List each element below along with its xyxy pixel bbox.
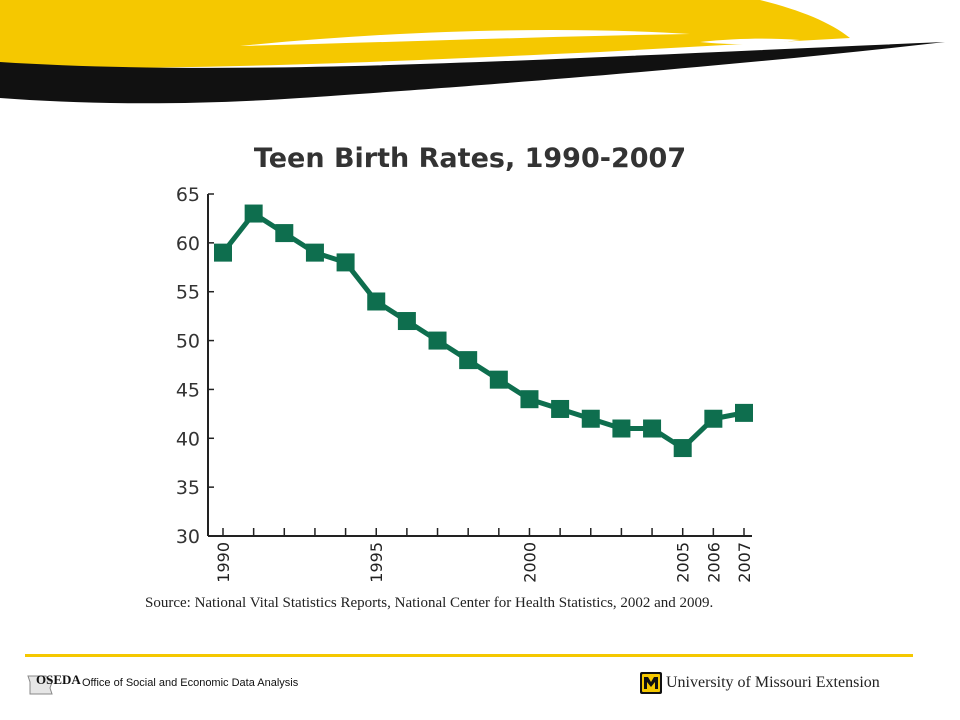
footer-divider — [25, 654, 913, 657]
y-tick-label: 30 — [176, 526, 200, 548]
data-point — [275, 224, 294, 243]
y-axis-ticks: 30 35 40 45 50 55 60 65 — [176, 184, 214, 548]
data-point — [214, 243, 232, 262]
data-point — [581, 409, 600, 428]
data-point — [459, 351, 478, 370]
banner-white-streak-2 — [700, 38, 800, 45]
missouri-outline-icon — [27, 675, 53, 695]
x-tick-label: 2006 — [704, 542, 723, 583]
x-tick-label: 1990 — [214, 542, 233, 583]
x-tick-label: 2005 — [674, 542, 693, 583]
data-point — [305, 243, 324, 262]
oseda-name: Office of Social and Economic Data Analy… — [82, 677, 299, 689]
data-point — [704, 409, 723, 428]
data-point — [367, 292, 386, 311]
umext-name: University of Missouri Extension — [666, 674, 880, 691]
data-point — [643, 419, 662, 438]
y-tick-label: 40 — [176, 428, 200, 450]
data-point — [428, 331, 447, 350]
data-point — [735, 403, 753, 422]
mu-shield-icon — [640, 672, 662, 694]
x-tick-label: 1995 — [367, 542, 386, 583]
x-tick-label: 2007 — [735, 542, 754, 583]
axes — [207, 194, 752, 537]
data-point — [336, 253, 355, 272]
umext-logo-block: University of Missouri Extension — [640, 672, 920, 698]
chart-title: Teen Birth Rates, 1990-2007 — [253, 143, 687, 174]
y-tick-label: 35 — [176, 477, 200, 499]
header-banner — [0, 0, 945, 104]
y-tick-label: 50 — [176, 331, 200, 353]
banner-white-streak — [240, 30, 690, 46]
y-tick-label: 60 — [176, 233, 200, 255]
banner-black-swoosh — [0, 42, 945, 104]
series-teen-birth-rate — [214, 204, 753, 458]
y-tick-label: 45 — [176, 379, 200, 401]
series-line — [221, 211, 745, 451]
data-point — [520, 390, 539, 409]
data-point — [612, 419, 631, 438]
y-tick-label: 55 — [176, 282, 200, 304]
data-point — [489, 370, 508, 389]
oseda-logo-block: OSEDA Office of Social and Economic Data… — [26, 672, 326, 702]
oseda-acronym: OSEDA — [36, 672, 81, 687]
data-point — [673, 439, 692, 458]
x-tick-label: 2000 — [520, 542, 539, 583]
data-point — [244, 204, 263, 223]
x-axis-ticks: 1990 1995 2000 2005 2006 2007 — [214, 528, 754, 583]
data-point — [397, 312, 416, 331]
y-tick-label: 65 — [176, 184, 200, 206]
chart-source: Source: National Vital Statistics Report… — [145, 595, 714, 611]
data-point — [551, 399, 570, 418]
